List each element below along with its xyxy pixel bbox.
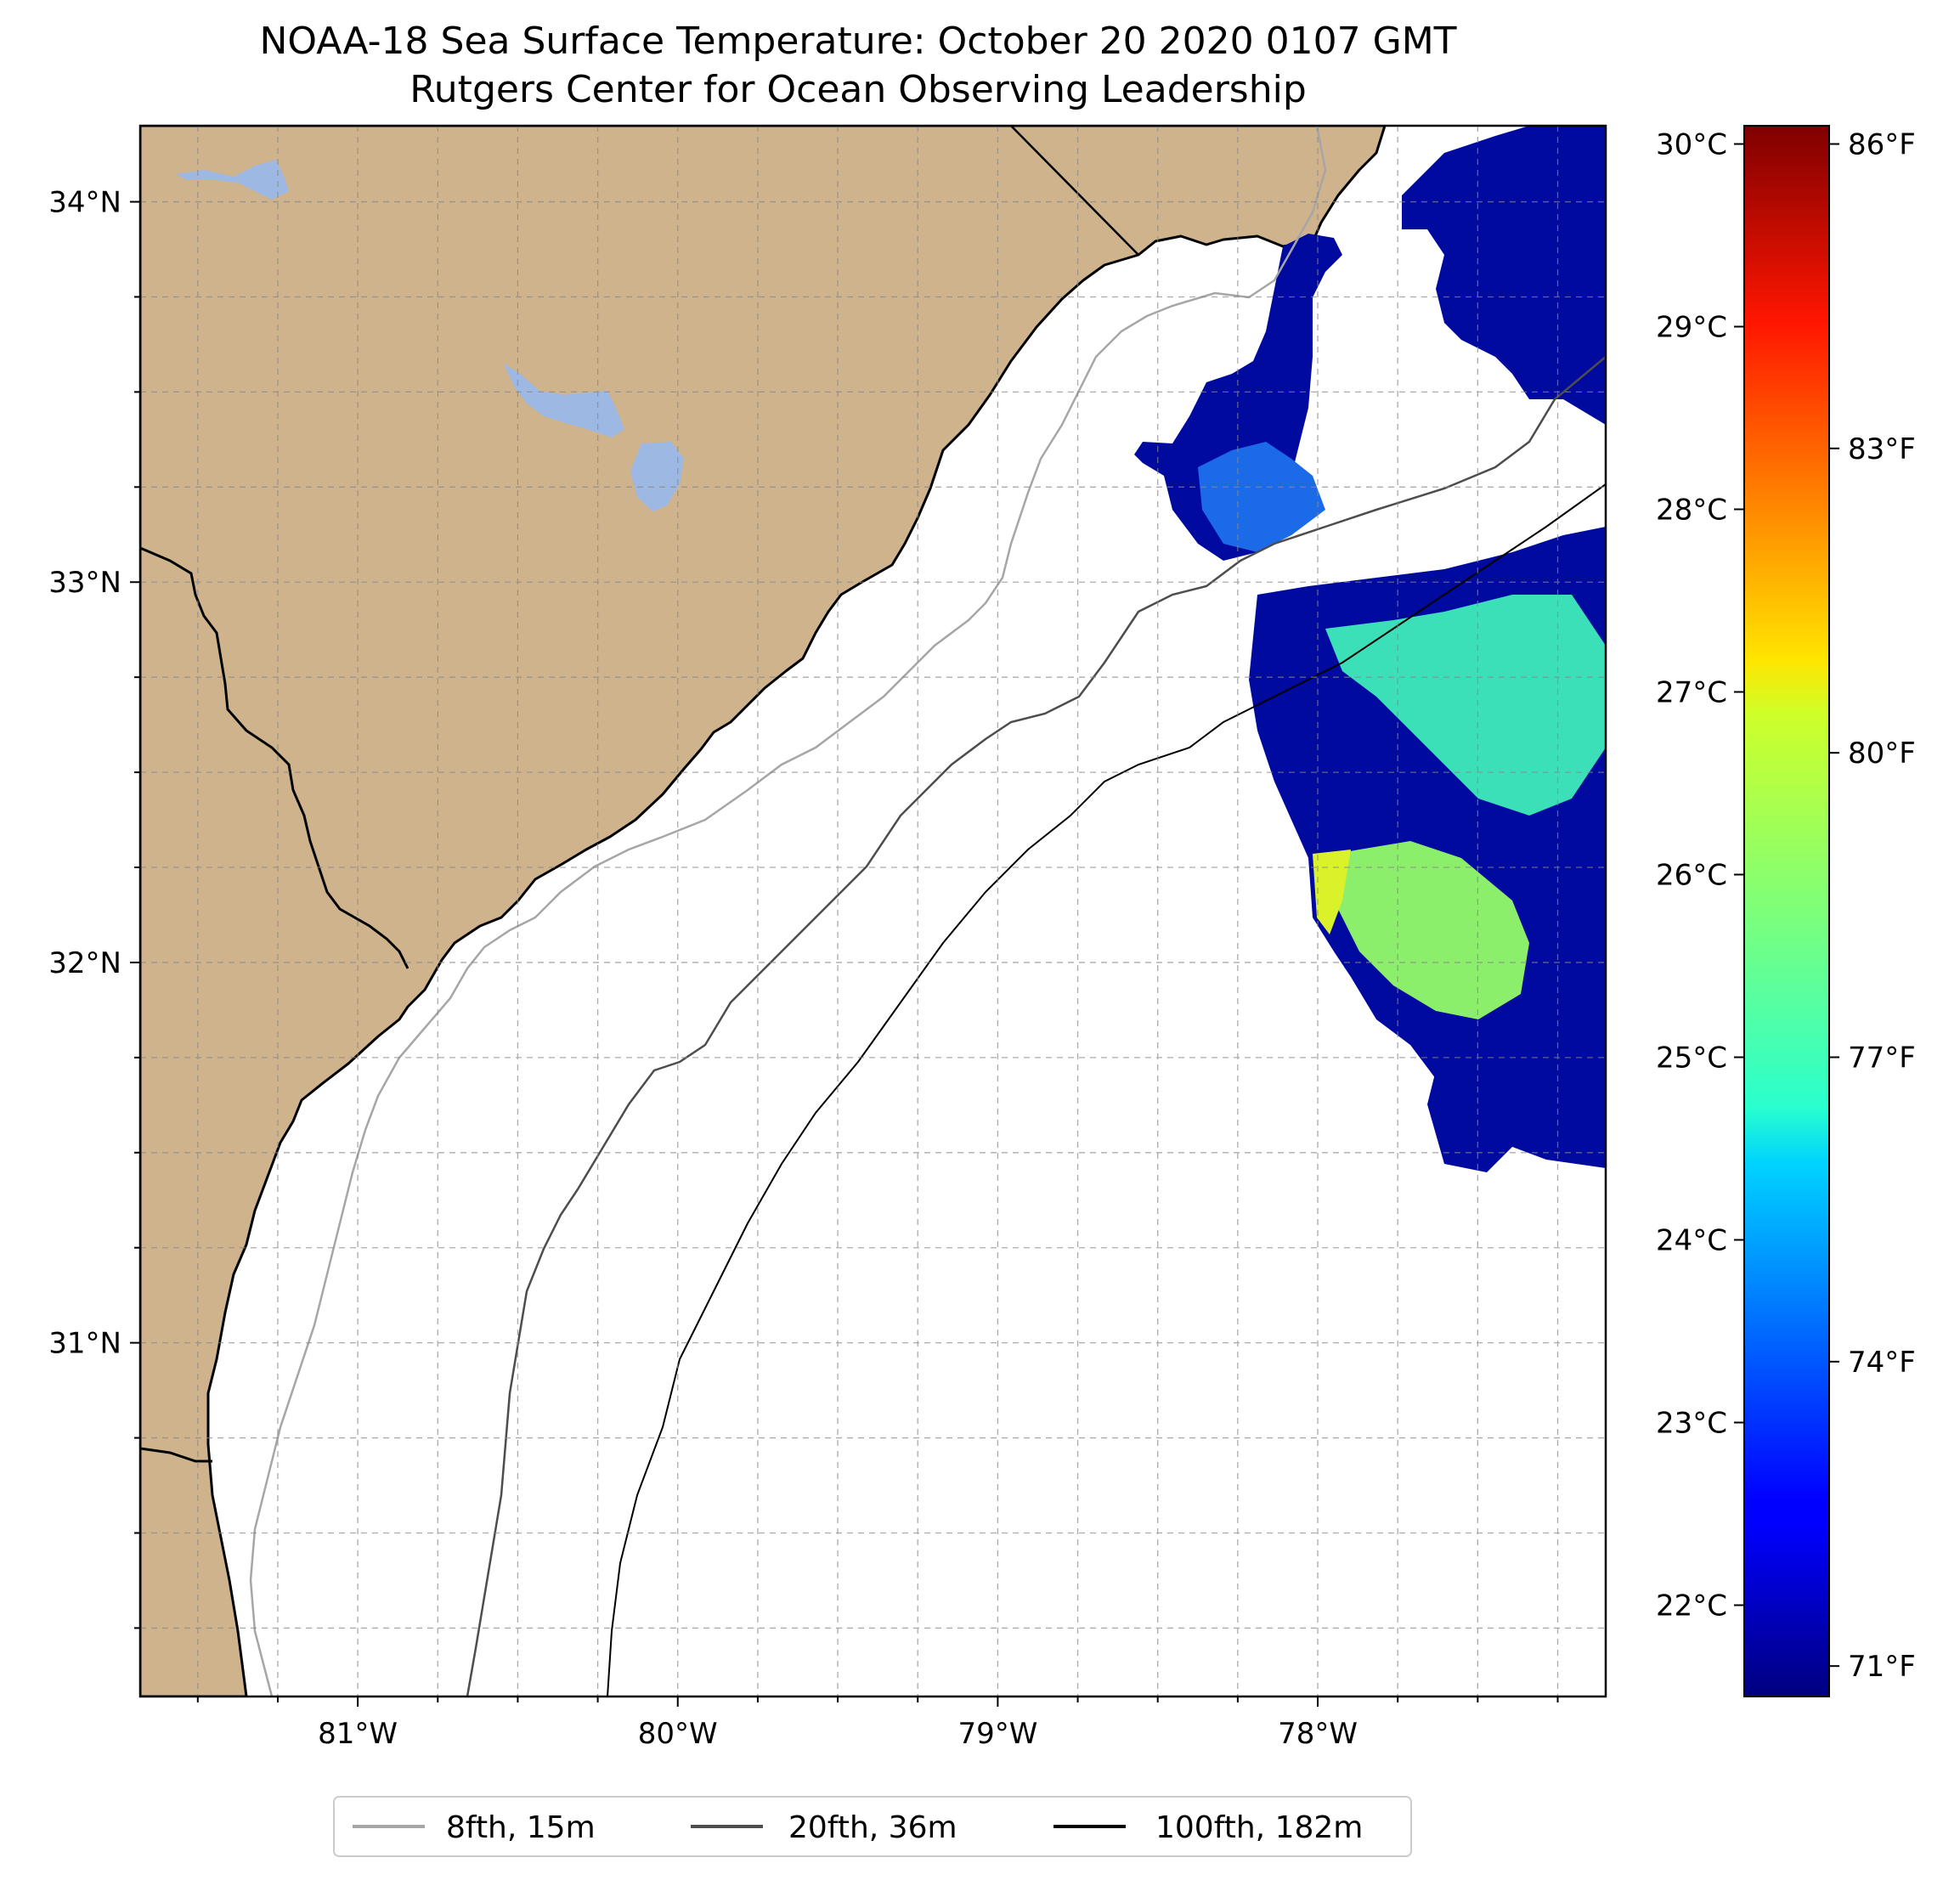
land-mass [140, 126, 1387, 1697]
isobath-100fth [607, 483, 1606, 1697]
legend-label-100fth: 100fth, 182m [1155, 1810, 1363, 1845]
legend-box [333, 1796, 1412, 1857]
fahrenheit-tick-label: 77°F [1848, 1042, 1916, 1075]
colorbar-celsius-ticks: 30°C 29°C 28°C 27°C 26°C 25°C 24°C 23°C 22°C [1656, 128, 1744, 1623]
lon-tick-label: 81°W [318, 1717, 398, 1751]
celsius-tick-label: 25°C [1656, 1042, 1727, 1075]
map-panel [140, 126, 1606, 1697]
fahrenheit-tick-label: 83°F [1848, 432, 1916, 466]
lake-moultrie [630, 442, 684, 511]
celsius-tick-label: 26°C [1656, 859, 1727, 893]
celsius-tick-label: 23°C [1656, 1407, 1727, 1441]
isobath-8fth [249, 126, 1327, 1697]
map-frame [138, 124, 1607, 1698]
map-title: NOAA-18 Sea Surface Temperature: October… [259, 20, 1456, 63]
longitude-ticks: 81°W 80°W 79°W 78°W [196, 1697, 1559, 1751]
sst-patch-northeast [1402, 126, 1606, 425]
celsius-tick-label: 22°C [1656, 1589, 1727, 1623]
sst-patch-south-tail [1427, 1070, 1606, 1172]
fahrenheit-tick-label: 71°F [1848, 1650, 1916, 1684]
sst-patch-north-warm [1198, 442, 1325, 552]
lat-tick-label: 32°N [48, 946, 121, 980]
sst-patch-east-warm [1325, 595, 1606, 816]
fahrenheit-tick-label: 86°F [1848, 128, 1916, 162]
sst-patch-south-warm [1313, 841, 1529, 1019]
lon-tick-label: 78°W [1278, 1717, 1358, 1751]
celsius-tick-label: 28°C [1656, 494, 1727, 528]
colorbar [1743, 125, 1830, 1697]
river-border-south [140, 1447, 212, 1463]
legend-label-8fth: 8fth, 15m [446, 1810, 596, 1845]
map-subtitle: Rutgers Center for Ocean Observing Leade… [410, 68, 1307, 111]
fahrenheit-tick-label: 74°F [1848, 1346, 1916, 1380]
river-border [140, 546, 410, 969]
celsius-tick-label: 29°C [1656, 311, 1727, 345]
celsius-tick-label: 27°C [1656, 676, 1727, 710]
state-border [1010, 126, 1139, 256]
fahrenheit-tick-label: 80°F [1848, 737, 1916, 771]
celsius-tick-label: 30°C [1656, 128, 1727, 162]
sst-patch-southwest-warm [1313, 850, 1351, 934]
lon-tick-label: 79°W [957, 1717, 1037, 1751]
lake-north [176, 160, 289, 200]
latitude-ticks: 34°N 33°N 32°N 31°N [48, 186, 140, 1629]
gridlines [140, 126, 1606, 1697]
lat-tick-label: 33°N [48, 566, 121, 600]
celsius-tick-label: 24°C [1656, 1224, 1727, 1258]
colorbar-fahrenheit-ticks: 86°F 83°F 80°F 77°F 74°F 71°F [1829, 128, 1916, 1684]
sst-data [1134, 126, 1606, 1172]
legend-label-20fth: 20fth, 36m [788, 1810, 957, 1845]
lake-marion-moultrie [504, 364, 624, 438]
lat-tick-label: 31°N [48, 1327, 121, 1361]
lon-tick-label: 80°W [638, 1717, 718, 1751]
lat-tick-label: 34°N [48, 186, 121, 220]
isobath-legend: 8fth, 15m 20fth, 36m 100fth, 182m [333, 1796, 1412, 1857]
